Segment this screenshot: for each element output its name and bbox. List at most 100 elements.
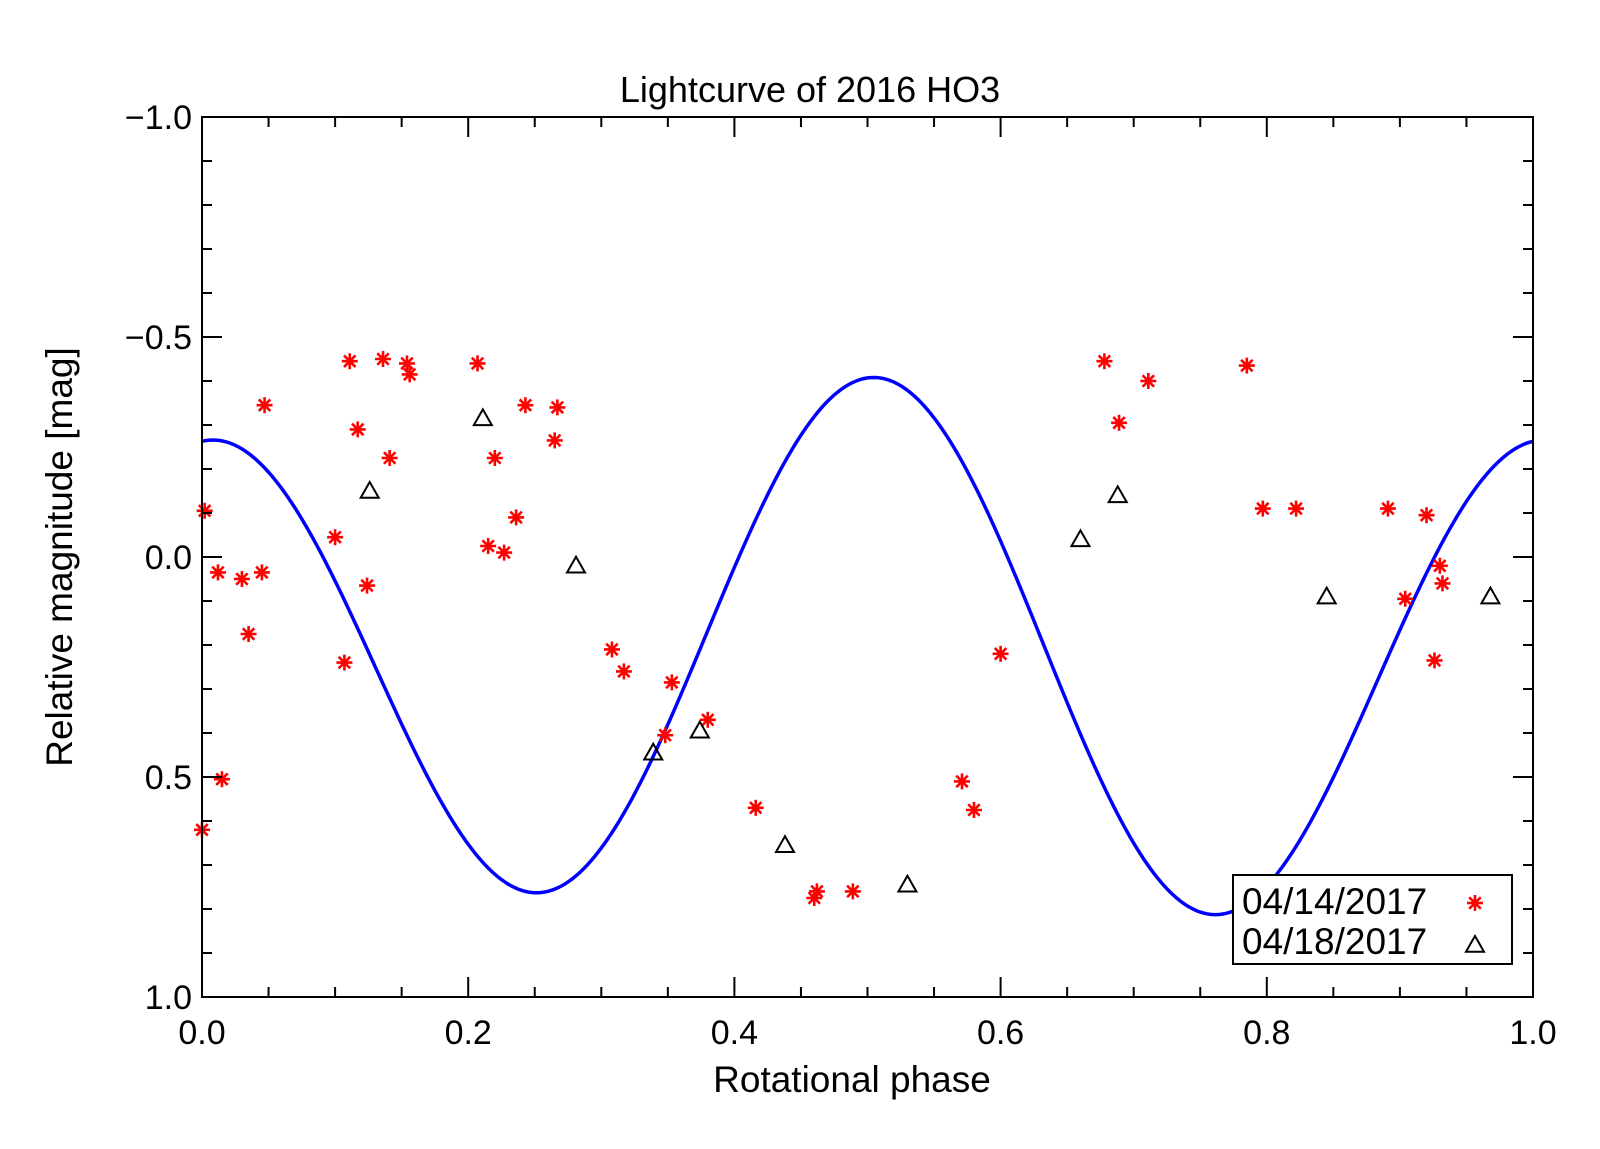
x-tick-label: 0.2 [445, 1014, 492, 1052]
asterisk-stroke [1141, 374, 1156, 388]
asterisk-stroke [1435, 576, 1450, 591]
asterisk-stroke [617, 664, 631, 679]
legend-box [1232, 874, 1513, 965]
data-point-series-1 [954, 773, 971, 790]
data-point-series-1 [480, 538, 497, 554]
asterisk-stroke [382, 451, 397, 465]
data-point-series-1 [496, 544, 513, 561]
asterisk-stroke [337, 655, 352, 670]
data-point-series-1 [209, 564, 226, 581]
asterisk-stroke [215, 772, 229, 786]
asterisk-stroke [1240, 358, 1254, 373]
legend-label-series-1: 04/14/2017 [1242, 881, 1427, 922]
legend-triangle [1464, 933, 1486, 953]
asterisk-stroke [810, 884, 824, 899]
x-tick-label: 0.4 [711, 1014, 758, 1052]
x-tick-label: 0.6 [977, 1014, 1024, 1052]
asterisk-stroke [665, 675, 679, 690]
data-point-series-1 [341, 353, 358, 370]
plot-frame [201, 116, 1534, 998]
data-point-series-1 [747, 799, 764, 816]
asterisk-stroke [376, 352, 390, 366]
asterisk-stroke [343, 354, 357, 368]
data-point-series-2 [1069, 528, 1092, 548]
data-point-series-2 [774, 834, 796, 853]
asterisk-stroke [749, 801, 763, 815]
legend: 04/14/2017 04/18/2017 [1232, 874, 1513, 965]
data-point-series-1 [549, 399, 566, 416]
y-tick-label: 0.0 [145, 539, 192, 577]
asterisk-stroke [197, 504, 212, 518]
asterisk-stroke [257, 398, 272, 412]
asterisk-stroke [1097, 354, 1112, 368]
data-point-series-1 [1111, 414, 1128, 431]
asterisk-stroke [211, 565, 225, 580]
data-point-series-1 [336, 654, 353, 671]
asterisk-stroke [235, 572, 249, 586]
asterisk-stroke [509, 510, 523, 525]
data-point-series-1 [1140, 373, 1157, 389]
asterisk-stroke [1468, 896, 1482, 910]
asterisk-stroke [1289, 501, 1303, 516]
asterisk-stroke [1427, 653, 1442, 668]
x-tick-label: 1.0 [1509, 1014, 1556, 1052]
asterisk-stroke [497, 545, 511, 560]
data-point-series-2 [1107, 484, 1129, 504]
data-point-series-1 [1096, 353, 1113, 370]
data-point-series-2 [358, 479, 381, 499]
data-point-series-1 [1397, 590, 1414, 607]
data-point-series-1 [1238, 357, 1255, 374]
legend-marker-triangle [1464, 933, 1486, 953]
data-point-series-1 [1288, 500, 1305, 517]
asterisk-stroke [955, 774, 969, 789]
asterisk-stroke [241, 627, 256, 641]
legend-label-series-2: 04/18/2017 [1242, 921, 1427, 962]
asterisk-stroke [481, 539, 495, 553]
data-point-series-1 [398, 355, 415, 372]
asterisk-stroke [470, 356, 485, 371]
data-point-series-2 [689, 719, 711, 739]
data-point-series-1 [808, 883, 825, 900]
data-point-series-1 [663, 674, 680, 691]
data-point-series-1 [196, 502, 213, 519]
asterisk-stroke [488, 451, 502, 465]
data-point-series-1 [508, 509, 525, 526]
x-tick-label: 0.0 [178, 1014, 225, 1052]
data-point-series-1 [349, 421, 366, 438]
asterisk-stroke [1419, 508, 1434, 522]
asterisk-stroke [400, 356, 414, 371]
asterisk-stroke [1433, 559, 1447, 573]
asterisk-stroke [402, 367, 417, 382]
data-point-series-1 [844, 883, 861, 900]
asterisk-stroke [967, 803, 981, 817]
data-point-series-1 [1431, 557, 1448, 574]
data-point-series-1 [1254, 500, 1271, 517]
data-point-series-1 [359, 577, 376, 594]
data-point-series-1 [469, 355, 486, 372]
data-point-series-1 [213, 771, 230, 788]
chart-title: Lightcurve of 2016 HO3 [620, 69, 1000, 110]
data-point-series-2 [565, 554, 587, 574]
data-point-series-1 [233, 571, 250, 587]
data-point-series-1 [615, 663, 632, 680]
data-point-series-1 [253, 564, 270, 581]
data-point-series-1 [1426, 652, 1443, 669]
data-point-series-1 [517, 397, 534, 414]
asterisk-stroke [550, 400, 565, 415]
asterisk-stroke [1381, 501, 1395, 516]
data-point-series-1 [1379, 500, 1396, 517]
asterisk-stroke [518, 398, 533, 412]
y-tick-label: 0.5 [145, 759, 192, 797]
data-point-series-1 [401, 366, 418, 383]
asterisk-stroke [605, 642, 619, 657]
asterisk-stroke [993, 647, 1008, 661]
asterisk-stroke [1112, 416, 1126, 430]
data-point-series-2 [642, 741, 664, 761]
asterisk-stroke [255, 565, 269, 580]
x-tick-label: 0.8 [1243, 1014, 1290, 1052]
x-axis-label: Rotational phase [713, 1059, 991, 1100]
data-points-layer [194, 351, 1502, 906]
y-tick-label: −0.5 [125, 319, 192, 357]
asterisk-stroke [548, 433, 562, 448]
